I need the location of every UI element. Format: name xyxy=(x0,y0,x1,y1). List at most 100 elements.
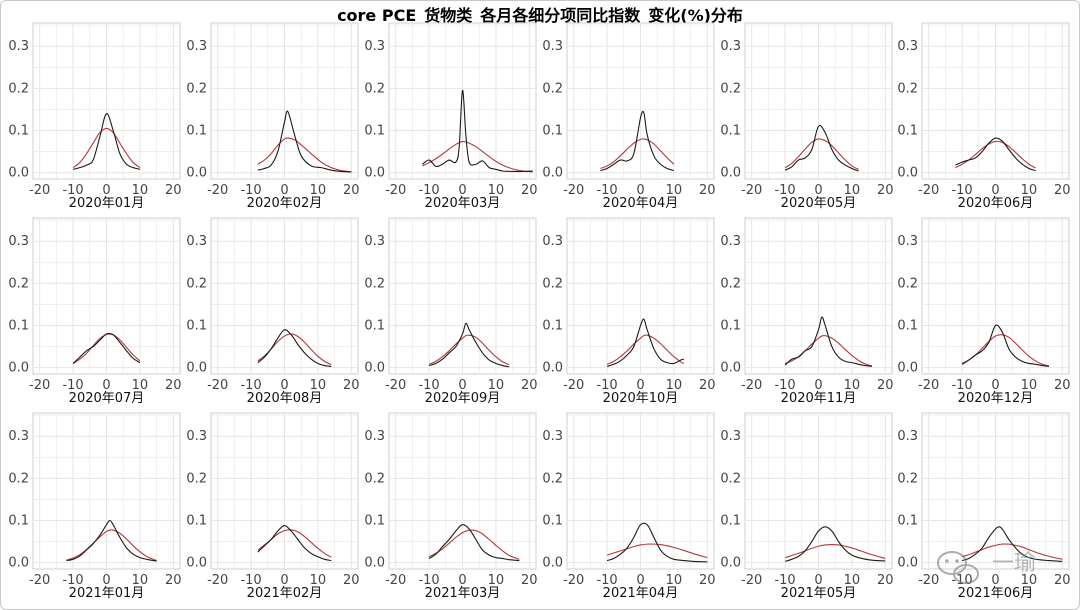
x-tick-label: -20 xyxy=(207,573,228,588)
y-tick-label: 0.3 xyxy=(364,429,385,444)
y-tick-label: 0.0 xyxy=(364,556,385,571)
facet-panel: 0.0 0.1 0.2 0.3 -20 -10 0 10 20 2020年11月 xyxy=(720,217,894,406)
density-curve xyxy=(72,113,141,170)
x-tick-label: 20 xyxy=(521,573,538,588)
x-tick-label: 0 xyxy=(102,378,110,393)
normal-curve xyxy=(784,543,886,559)
y-tick-label: 0.2 xyxy=(364,81,385,96)
y-tick-label: 0.3 xyxy=(364,234,385,249)
x-tick-label: -10 xyxy=(951,183,972,198)
facet-panel: 0.0 0.1 0.2 0.3 -20 -10 0 10 20 2021年02月 xyxy=(186,412,360,601)
y-tick-label: 0.0 xyxy=(897,361,918,376)
y-tick-label: 0.1 xyxy=(720,514,741,529)
normal-curve xyxy=(66,529,157,562)
x-tick-label: 0 xyxy=(458,378,466,393)
facet-panel: 0.0 0.1 0.2 0.3 -20 -10 0 10 20 2021年05月 xyxy=(720,412,894,601)
facet-panel: 0.0 0.1 0.2 0.3 -20 -10 0 10 20 2021年06月 xyxy=(897,412,1071,601)
normal-curve xyxy=(600,138,675,169)
x-tick-label: 0 xyxy=(102,573,110,588)
facet-panel: 0.0 0.1 0.2 0.3 -20 -10 0 10 20 2020年04月 xyxy=(542,22,716,211)
y-tick-label: 0.1 xyxy=(8,514,29,529)
facet-panel: 0.0 0.1 0.2 0.3 -20 -10 0 10 20 2020年12月 xyxy=(897,217,1071,406)
x-tick-label: -10 xyxy=(240,183,261,198)
facet-panel: 0.0 0.1 0.2 0.3 -20 -10 0 10 20 2020年08月 xyxy=(186,217,360,406)
y-tick-label: 0.2 xyxy=(8,471,29,486)
x-tick-label: -20 xyxy=(563,183,584,198)
x-tick-label: 10 xyxy=(666,183,683,198)
facet-panel: 0.0 0.1 0.2 0.3 -20 -10 0 10 20 2020年09月 xyxy=(364,217,538,406)
facet-panel: 0.0 0.1 0.2 0.3 -20 -10 0 10 20 2020年06月 xyxy=(897,22,1071,211)
y-tick-label: 0.2 xyxy=(897,276,918,291)
y-tick-label: 0.1 xyxy=(720,319,741,334)
normal-curve xyxy=(961,543,1063,560)
x-tick-label: -10 xyxy=(774,378,795,393)
x-tick-label: 10 xyxy=(844,378,861,393)
x-tick-label: -20 xyxy=(385,378,406,393)
panel-label: 2020年11月 xyxy=(781,391,857,406)
y-tick-label: 0.1 xyxy=(186,514,207,529)
facet-panel: 0.0 0.1 0.2 0.3 -20 -10 0 10 20 2021年01月 xyxy=(8,412,182,601)
x-tick-label: -20 xyxy=(918,573,939,588)
density-curve xyxy=(257,525,332,562)
x-tick-label: 0 xyxy=(280,183,288,198)
x-tick-label: 10 xyxy=(1021,378,1038,393)
y-tick-label: 0.0 xyxy=(897,166,918,181)
y-tick-label: 0.3 xyxy=(720,39,741,54)
y-tick-label: 0.3 xyxy=(186,429,207,444)
facet-panel: 0.0 0.1 0.2 0.3 -20 -10 0 10 20 2020年02月 xyxy=(186,22,360,211)
x-tick-label: 20 xyxy=(877,183,894,198)
x-tick-label: -10 xyxy=(596,573,617,588)
y-tick-label: 0.1 xyxy=(364,319,385,334)
density-curve xyxy=(784,526,886,562)
x-tick-label: 10 xyxy=(310,183,327,198)
facet-panel: 0.0 0.1 0.2 0.3 -20 -10 0 10 20 2021年04月 xyxy=(542,412,716,601)
density-curve xyxy=(606,522,708,563)
y-tick-label: 0.0 xyxy=(8,556,29,571)
normal-curve xyxy=(606,543,708,559)
x-tick-label: -10 xyxy=(62,183,83,198)
chart-title: core PCE_货物类_各月各细分项同比指数_变化(%)分布 xyxy=(337,6,743,25)
y-tick-label: 0.3 xyxy=(186,234,207,249)
x-tick-label: 0 xyxy=(458,183,466,198)
watermark-text: 一瑜 xyxy=(992,551,1036,576)
y-tick-label: 0.0 xyxy=(720,361,741,376)
density-curve xyxy=(66,519,157,562)
y-tick-label: 0.2 xyxy=(186,471,207,486)
y-tick-label: 0.1 xyxy=(542,319,563,334)
x-tick-label: 10 xyxy=(310,378,327,393)
normal-curve xyxy=(422,140,533,173)
x-tick-label: 20 xyxy=(521,183,538,198)
density-curve xyxy=(784,316,873,367)
x-tick-label: -20 xyxy=(385,183,406,198)
density-curve xyxy=(72,332,141,364)
x-tick-label: 0 xyxy=(102,183,110,198)
density-curve xyxy=(784,125,859,172)
y-tick-label: 0.2 xyxy=(186,276,207,291)
y-tick-label: 0.1 xyxy=(186,319,207,334)
density-curve xyxy=(600,110,675,172)
y-tick-label: 0.3 xyxy=(8,39,29,54)
x-tick-label: 20 xyxy=(877,378,894,393)
x-tick-label: 10 xyxy=(666,573,683,588)
y-tick-label: 0.2 xyxy=(364,276,385,291)
y-tick-label: 0.3 xyxy=(897,39,918,54)
y-tick-label: 0.3 xyxy=(8,234,29,249)
y-tick-label: 0.1 xyxy=(8,319,29,334)
y-tick-label: 0.0 xyxy=(8,166,29,181)
x-tick-label: -10 xyxy=(418,378,439,393)
x-tick-label: -20 xyxy=(207,183,228,198)
density-curve xyxy=(257,329,332,367)
panel-label: 2020年06月 xyxy=(958,196,1034,211)
y-tick-label: 0.1 xyxy=(720,124,741,139)
facet-panel: 0.0 0.1 0.2 0.3 -20 -10 0 10 20 2020年03月 xyxy=(364,22,538,211)
y-tick-label: 0.0 xyxy=(186,361,207,376)
normal-curve xyxy=(428,334,510,366)
facet-panel: 0.0 0.1 0.2 0.3 -20 -10 0 10 20 2020年01月 xyxy=(8,22,182,211)
x-tick-label: -10 xyxy=(418,183,439,198)
y-tick-label: 0.0 xyxy=(720,556,741,571)
density-curve xyxy=(961,526,1063,562)
x-tick-label: 0 xyxy=(991,573,999,588)
x-tick-label: -20 xyxy=(29,378,50,393)
panel-label: 2020年08月 xyxy=(247,391,323,406)
